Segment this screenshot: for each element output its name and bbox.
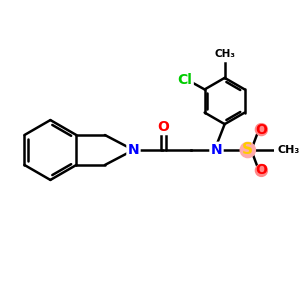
- Circle shape: [240, 142, 255, 158]
- Text: O: O: [256, 164, 267, 177]
- Text: S: S: [242, 142, 253, 158]
- Text: CH₃: CH₃: [278, 145, 300, 155]
- Circle shape: [255, 124, 267, 136]
- Text: O: O: [256, 123, 267, 136]
- Circle shape: [255, 164, 267, 176]
- Text: N: N: [211, 143, 222, 157]
- Text: N: N: [128, 143, 139, 157]
- Text: O: O: [158, 120, 169, 134]
- Text: Cl: Cl: [178, 73, 193, 87]
- Text: CH₃: CH₃: [214, 50, 235, 59]
